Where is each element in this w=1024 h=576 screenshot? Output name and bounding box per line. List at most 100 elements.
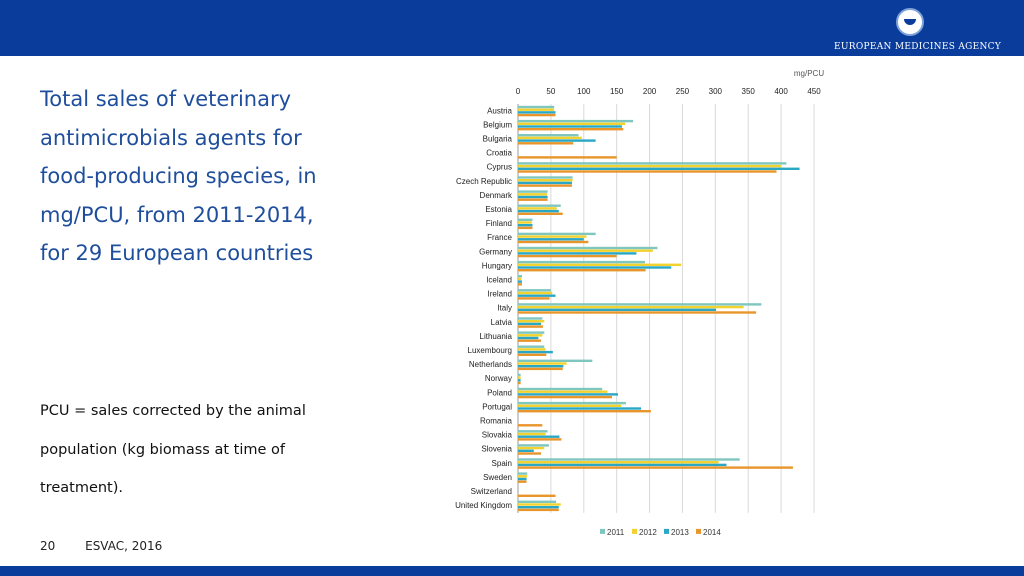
x-tick-label: 250 — [676, 87, 690, 96]
source-label: ESVAC, 2016 — [85, 539, 163, 553]
bar — [518, 410, 651, 413]
category-label: France — [487, 233, 512, 242]
bar — [518, 308, 716, 311]
ema-logo: EUROPEAN MEDICINES AGENCY — [834, 8, 1001, 52]
bar — [518, 480, 527, 483]
category-label: Luxembourg — [468, 346, 512, 355]
bar — [518, 263, 682, 266]
x-tick-label: 400 — [774, 87, 788, 96]
category-label: Poland — [487, 388, 512, 397]
bar — [518, 472, 528, 475]
bar — [518, 381, 521, 385]
category-label: Finland — [486, 219, 512, 228]
bar — [518, 184, 572, 187]
legend-label: 2011 — [607, 528, 625, 537]
bar — [518, 122, 626, 125]
bar — [518, 170, 777, 173]
bar — [518, 503, 561, 506]
bar — [518, 475, 528, 478]
bar — [518, 508, 559, 512]
bar — [518, 348, 546, 351]
bar — [518, 449, 534, 452]
category-label: Lithuania — [480, 332, 513, 341]
bar — [518, 331, 545, 334]
bar — [518, 452, 542, 455]
bar — [518, 113, 556, 117]
category-label: Portugal — [482, 402, 512, 411]
bar — [518, 269, 646, 272]
bar — [518, 339, 542, 342]
bar — [518, 350, 553, 354]
category-label: Italy — [497, 304, 512, 313]
bar — [518, 111, 556, 114]
bar — [518, 280, 522, 283]
category-label: Latvia — [491, 318, 513, 327]
bar — [518, 119, 634, 123]
category-label: Czech Republic — [456, 177, 512, 186]
category-label: Spain — [492, 459, 512, 468]
sales-bar-chart: mg/PCU 0 50 100 150 200 250 300 350 400 450 Austria… — [455, 69, 824, 537]
x-tick-label: 150 — [610, 87, 624, 96]
bar — [518, 466, 793, 469]
bar — [518, 246, 658, 250]
bar — [518, 334, 543, 337]
bar — [518, 320, 545, 323]
bar — [518, 424, 543, 427]
bar — [518, 136, 582, 140]
bar — [518, 283, 522, 286]
bar — [518, 345, 545, 348]
bar — [518, 336, 539, 340]
x-tick-label: 50 — [546, 87, 555, 96]
unit-label: mg/PCU — [794, 69, 824, 78]
x-tick-label: 300 — [709, 87, 723, 96]
bar — [518, 218, 533, 221]
bar — [518, 252, 637, 255]
category-label: Switzerland — [471, 487, 512, 496]
bar — [518, 432, 546, 436]
bar — [518, 379, 521, 382]
bar — [518, 322, 542, 326]
bar — [518, 139, 596, 142]
bar — [518, 142, 574, 145]
slide-title: Total sales of veterinary antimicrobials… — [40, 87, 317, 265]
bar — [518, 365, 564, 368]
bar — [518, 500, 557, 503]
bar — [518, 181, 572, 185]
bar — [518, 238, 584, 241]
ema-logo-icon — [896, 8, 924, 36]
bar — [518, 190, 548, 193]
category-label: Slovakia — [482, 431, 513, 440]
bar — [518, 198, 548, 201]
bar — [518, 303, 762, 306]
legend-swatch — [696, 528, 701, 534]
category-label: Norway — [485, 374, 512, 383]
bar — [518, 477, 527, 481]
legend-label: 2013 — [671, 528, 689, 537]
category-label: Slovenia — [481, 445, 512, 454]
category-label: Ireland — [488, 290, 512, 299]
bar — [518, 435, 560, 438]
bar — [518, 266, 672, 269]
bar — [518, 254, 617, 258]
x-tick-label: 100 — [577, 87, 591, 96]
bar — [518, 390, 608, 393]
bar — [518, 404, 622, 407]
bar — [518, 461, 719, 464]
category-label: Netherlands — [469, 360, 512, 369]
bar — [518, 176, 573, 179]
x-tick-label: 350 — [742, 87, 756, 96]
bar — [518, 260, 645, 264]
bar — [518, 387, 603, 391]
bar — [518, 240, 589, 244]
bar — [518, 193, 547, 196]
bar — [518, 224, 533, 227]
bar — [518, 401, 626, 405]
bar — [518, 494, 556, 497]
footer: 20 ESVAC, 2016 — [40, 539, 162, 553]
bar — [518, 204, 561, 207]
category-label: Denmark — [480, 191, 513, 200]
bar — [518, 305, 744, 309]
category-label: Belgium — [483, 120, 512, 129]
category-label: Croatia — [486, 149, 512, 158]
bar — [518, 105, 555, 109]
